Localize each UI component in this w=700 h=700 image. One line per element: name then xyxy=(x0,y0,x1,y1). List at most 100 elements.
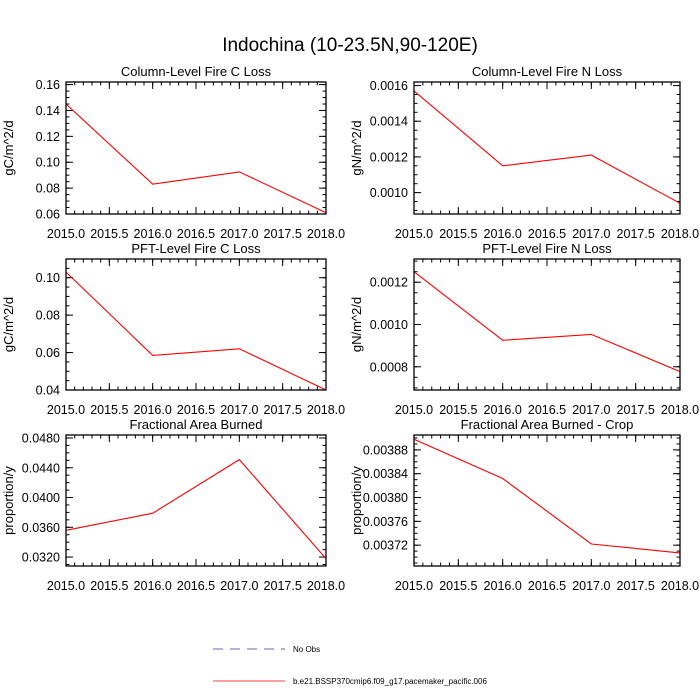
x-tick-label: 2016.0 xyxy=(484,403,522,417)
y-axis-label: proportion/y xyxy=(349,466,364,535)
y-tick-label: 0.00384 xyxy=(363,467,408,481)
panel-title: PFT-Level Fire C Loss xyxy=(131,241,261,256)
x-tick-label: 2015.0 xyxy=(395,403,433,417)
y-axis-label: gC/m^2/d xyxy=(1,297,16,352)
series-line xyxy=(65,271,327,391)
plot-frame xyxy=(413,81,681,215)
y-tick-label: 0.0014 xyxy=(370,115,408,129)
y-tick-label: 0.14 xyxy=(36,104,60,118)
series-line xyxy=(413,438,681,554)
x-tick-label: 2017.0 xyxy=(220,403,258,417)
x-tick-label: 2016.5 xyxy=(177,403,215,417)
legend-no-obs-label: No Obs xyxy=(293,645,320,654)
chart-panel-5: Fractional Area Burned proportion/y 2015.0… xyxy=(1,417,345,593)
x-tick-label: 2017.5 xyxy=(264,227,302,241)
y-tick-label: 0.0400 xyxy=(22,491,60,505)
x-tick-label: 2015.5 xyxy=(439,403,477,417)
chart-panel-4: PFT-Level Fire N Loss gN/m^2/d 2015.0 2015.… xyxy=(349,241,699,417)
y-tick-label: 0.16 xyxy=(36,78,60,92)
x-tick-label: 2017.5 xyxy=(264,579,302,593)
x-tick-label: 2018.0 xyxy=(307,403,345,417)
x-tick-label: 2016.0 xyxy=(484,579,522,593)
figure-title: Indochina (10-23.5N,90-120E) xyxy=(222,35,478,56)
x-tick-label: 2017.0 xyxy=(220,579,258,593)
chart-panel-1: Column-Level Fire C Loss gC/m^2/d 2015.0 20… xyxy=(1,64,345,241)
y-tick-label: 0.00372 xyxy=(363,539,408,553)
x-tick-label: 2015.0 xyxy=(47,579,85,593)
y-tick-label: 0.0440 xyxy=(22,461,60,475)
y-tick-label: 0.00380 xyxy=(363,491,408,505)
series-line xyxy=(65,103,327,214)
y-tick-label: 0.10 xyxy=(36,156,60,170)
x-tick-label: 2015.0 xyxy=(395,227,433,241)
y-tick-label: 0.12 xyxy=(36,130,60,144)
plot-frame xyxy=(65,81,327,215)
x-tick-label: 2017.5 xyxy=(264,403,302,417)
chart-panel-3: PFT-Level Fire C Loss gC/m^2/d 2015.0 2015.… xyxy=(1,241,345,417)
x-tick-label: 2017.5 xyxy=(617,403,655,417)
x-tick-label: 2015.5 xyxy=(90,403,128,417)
y-tick-label: 0.0010 xyxy=(370,186,408,200)
x-tick-label: 2015.0 xyxy=(395,579,433,593)
chart-panel-2: Column-Level Fire N Loss gN/m^2/d 2015.0 20… xyxy=(349,64,699,241)
x-tick-label: 2016.5 xyxy=(528,403,566,417)
x-tick-label: 2016.0 xyxy=(134,403,172,417)
y-tick-label: 0.0320 xyxy=(22,551,60,565)
x-tick-label: 2017.0 xyxy=(572,403,610,417)
x-tick-label: 2018.0 xyxy=(307,579,345,593)
y-tick-label: 0.0012 xyxy=(370,150,408,164)
panel-title: Fractional Area Burned xyxy=(130,417,263,432)
y-tick-label: 0.0016 xyxy=(370,79,408,93)
x-tick-label: 2015.5 xyxy=(90,579,128,593)
panel-title: Column-Level Fire C Loss xyxy=(121,64,272,79)
y-axis-label: gN/m^2/d xyxy=(349,297,364,352)
panel-title: PFT-Level Fire N Loss xyxy=(482,241,612,256)
y-tick-label: 0.10 xyxy=(36,271,60,285)
series-line xyxy=(413,271,681,373)
y-tick-label: 0.04 xyxy=(36,384,60,398)
legend: No Obs b.e21.BSSP370cmip6.f09_g17.pacema… xyxy=(213,645,487,686)
y-tick-label: 0.0480 xyxy=(22,431,60,445)
x-tick-label: 2015.5 xyxy=(90,227,128,241)
y-tick-label: 0.06 xyxy=(36,208,60,222)
x-tick-label: 2016.5 xyxy=(528,579,566,593)
plot-frame xyxy=(413,434,681,567)
plot-frame xyxy=(65,258,327,391)
plot-frame xyxy=(65,434,327,567)
y-tick-label: 0.0010 xyxy=(370,318,408,332)
x-tick-label: 2017.5 xyxy=(617,227,655,241)
y-tick-label: 0.00376 xyxy=(363,515,408,529)
x-tick-label: 2017.0 xyxy=(572,227,610,241)
y-axis-label: gN/m^2/d xyxy=(349,120,364,175)
x-tick-label: 2015.0 xyxy=(47,403,85,417)
series-line xyxy=(65,458,327,559)
y-tick-label: 0.08 xyxy=(36,309,60,323)
series-line xyxy=(413,90,681,204)
x-tick-label: 2018.0 xyxy=(661,227,699,241)
x-tick-label: 2016.0 xyxy=(484,227,522,241)
panels: Column-Level Fire C Loss gC/m^2/d 2015.0 20… xyxy=(1,64,699,593)
y-tick-label: 0.06 xyxy=(36,346,60,360)
x-tick-label: 2018.0 xyxy=(661,403,699,417)
x-tick-label: 2015.0 xyxy=(47,227,85,241)
y-tick-label: 0.0008 xyxy=(370,360,408,374)
y-axis-label: gC/m^2/d xyxy=(1,120,16,175)
x-tick-label: 2015.5 xyxy=(439,579,477,593)
x-tick-label: 2017.0 xyxy=(572,579,610,593)
x-tick-label: 2016.5 xyxy=(177,579,215,593)
x-tick-label: 2015.5 xyxy=(439,227,477,241)
legend-model-label: b.e21.BSSP370cmip6.f09_g17.pacemaker_pac… xyxy=(293,677,487,686)
plot-frame xyxy=(413,258,681,391)
x-tick-label: 2016.0 xyxy=(134,579,172,593)
panel-title: Column-Level Fire N Loss xyxy=(472,64,623,79)
x-tick-label: 2016.5 xyxy=(528,227,566,241)
y-tick-label: 0.0012 xyxy=(370,276,408,290)
x-tick-label: 2016.0 xyxy=(134,227,172,241)
x-tick-label: 2017.0 xyxy=(220,227,258,241)
x-tick-label: 2017.5 xyxy=(617,579,655,593)
x-tick-label: 2016.5 xyxy=(177,227,215,241)
x-tick-label: 2018.0 xyxy=(307,227,345,241)
y-tick-label: 0.00388 xyxy=(363,443,408,457)
x-tick-label: 2018.0 xyxy=(661,579,699,593)
